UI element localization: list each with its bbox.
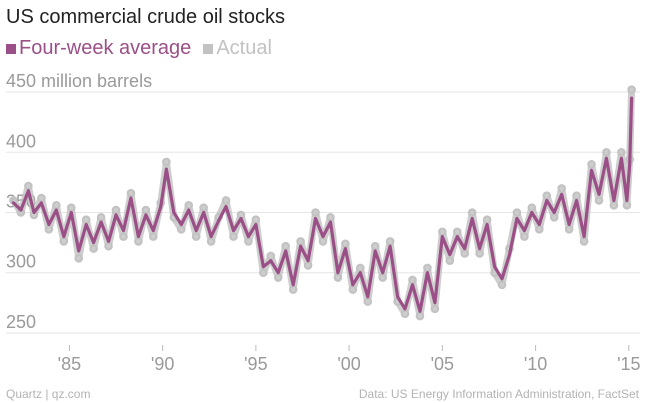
legend-label-average: Four-week average (19, 37, 192, 59)
x-tick-label-2000: '00 (337, 354, 360, 374)
y-tick-label-300: 300 (6, 252, 36, 272)
four-week-average-line (11, 96, 634, 313)
legend-label-actual: Actual (216, 37, 272, 59)
x-tick-label-1995: '95 (244, 354, 267, 374)
y-tick-label-450: 450 million barrels (6, 71, 152, 91)
y-tick-label-250: 250 (6, 312, 36, 332)
source-credit: Quartz | qz.com (6, 387, 91, 401)
data-attribution: Data: US Energy Information Administrati… (358, 387, 639, 401)
legend-item-actual: Actual (203, 37, 272, 60)
actual-series-line (10, 86, 636, 320)
chart-title: US commercial crude oil stocks (6, 6, 285, 28)
legend-swatch-average (6, 43, 16, 54)
x-tick-label-2010: '10 (524, 354, 547, 374)
x-tick-label-2005: '05 (431, 354, 454, 374)
legend-swatch-actual (203, 43, 214, 54)
x-tick-label-2015: '15 (617, 354, 640, 374)
legend-item-average: Four-week average (6, 37, 191, 60)
y-tick-label-400: 400 (6, 131, 36, 151)
x-tick-label-1985: '85 (58, 354, 81, 374)
x-tick-label-1990: '90 (151, 354, 174, 374)
chart-legend: Four-week average Actual (6, 37, 272, 60)
